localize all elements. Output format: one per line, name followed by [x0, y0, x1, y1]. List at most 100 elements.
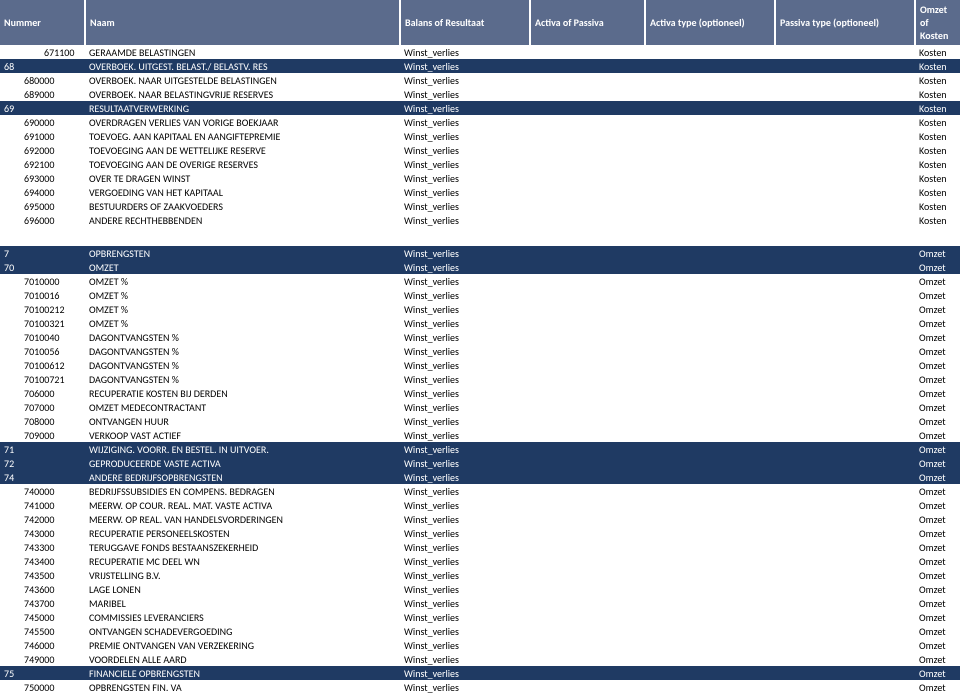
table-row: 690000OVERDRAGEN VERLIES VAN VORIGE BOEK…: [0, 115, 960, 129]
cell-num: 75: [0, 666, 85, 680]
cell-act: [530, 73, 645, 87]
table-row: 749000VOORDELEN ALLE AARDWinst_verliesOm…: [0, 652, 960, 666]
cell-atype: [645, 260, 775, 274]
header-atype: Activa type (optioneel): [645, 0, 775, 45]
cell-ptype: [775, 414, 915, 428]
cell-act: [530, 610, 645, 624]
cell-omz: Omzet: [915, 260, 960, 274]
cell-omz: Omzet: [915, 344, 960, 358]
cell-name: RECUPERATIE MC DEEL WN: [85, 554, 400, 568]
cell-act: [530, 372, 645, 386]
cell-omz: Kosten: [915, 185, 960, 199]
table-row: 680000OVERBOEK. NAAR UITGESTELDE BELASTI…: [0, 73, 960, 87]
cell-ptype: [775, 260, 915, 274]
table-row: 740000BEDRIJFSSUBSIDIES EN COMPENS. BEDR…: [0, 484, 960, 498]
table-row: 706000RECUPERATIE KOSTEN BIJ DERDENWinst…: [0, 386, 960, 400]
cell-omz: Omzet: [915, 484, 960, 498]
cell-name: ONTVANGEN HUUR: [85, 414, 400, 428]
cell-act: [530, 45, 645, 59]
cell-ptype: [775, 73, 915, 87]
cell-bal: Winst_verlies: [400, 568, 530, 582]
table-row: 7OPBRENGSTENWinst_verliesOmzet: [0, 246, 960, 260]
cell-atype: [645, 87, 775, 101]
cell-act: [530, 624, 645, 638]
cell-atype: [645, 171, 775, 185]
cell-num: 743600: [0, 582, 85, 596]
cell-act: [530, 400, 645, 414]
table-row: 689000OVERBOEK. NAAR BELASTINGVRIJE RESE…: [0, 87, 960, 101]
cell-ptype: [775, 456, 915, 470]
cell-omz: Omzet: [915, 428, 960, 442]
cell-ptype: [775, 372, 915, 386]
cell-act: [530, 456, 645, 470]
cell-omz: Omzet: [915, 470, 960, 484]
cell-num: 743300: [0, 540, 85, 554]
cell-num: 68: [0, 59, 85, 73]
cell-act: [530, 680, 645, 694]
table-row: 7010040DAGONTVANGSTEN %Winst_verliesOmze…: [0, 330, 960, 344]
cell-bal: Winst_verlies: [400, 143, 530, 157]
cell-num: 693000: [0, 171, 85, 185]
cell-act: [530, 302, 645, 316]
cell-atype: [645, 157, 775, 171]
cell-ptype: [775, 512, 915, 526]
cell-omz: Kosten: [915, 171, 960, 185]
cell-bal: Winst_verlies: [400, 596, 530, 610]
cell-ptype: [775, 484, 915, 498]
cell-atype: [645, 213, 775, 227]
cell-name: DAGONTVANGSTEN %: [85, 372, 400, 386]
cell-ptype: [775, 274, 915, 288]
cell-name: OVERBOEK. NAAR BELASTINGVRIJE RESERVES: [85, 87, 400, 101]
cell-omz: Kosten: [915, 199, 960, 213]
cell-bal: Winst_verlies: [400, 185, 530, 199]
cell-ptype: [775, 143, 915, 157]
cell-ptype: [775, 344, 915, 358]
table-row: 71WIJZIGING. VOORR. EN BESTEL. IN UITVOE…: [0, 442, 960, 456]
cell-atype: [645, 358, 775, 372]
cell-name: ONTVANGEN SCHADEVERGOEDING: [85, 624, 400, 638]
table-row: 742000MEERW. OP REAL. VAN HANDELSVORDERI…: [0, 512, 960, 526]
table-row: 671100GERAAMDE BELASTINGENWinst_verliesK…: [0, 45, 960, 59]
cell-atype: [645, 526, 775, 540]
cell-ptype: [775, 246, 915, 260]
cell-omz: Omzet: [915, 582, 960, 596]
cell-num: 680000: [0, 73, 85, 87]
cell-omz: Omzet: [915, 442, 960, 456]
cell-omz: Omzet: [915, 456, 960, 470]
cell-name: BESTUURDERS OF ZAAKVOEDERS: [85, 199, 400, 213]
cell-omz: Omzet: [915, 554, 960, 568]
cell-omz: Omzet: [915, 274, 960, 288]
cell-omz: Omzet: [915, 386, 960, 400]
cell-name: BEDRIJFSSUBSIDIES EN COMPENS. BEDRAGEN: [85, 484, 400, 498]
cell-bal: Winst_verlies: [400, 59, 530, 73]
cell-omz: Omzet: [915, 372, 960, 386]
cell-act: [530, 554, 645, 568]
cell-atype: [645, 554, 775, 568]
cell-act: [530, 87, 645, 101]
cell-bal: Winst_verlies: [400, 101, 530, 115]
cell-bal: Winst_verlies: [400, 624, 530, 638]
cell-num: 70100612: [0, 358, 85, 372]
cell-act: [530, 344, 645, 358]
cell-atype: [645, 652, 775, 666]
table-row: 743400RECUPERATIE MC DEEL WNWinst_verlie…: [0, 554, 960, 568]
cell-ptype: [775, 526, 915, 540]
cell-bal: Winst_verlies: [400, 213, 530, 227]
cell-num: 7010056: [0, 344, 85, 358]
cell-act: [530, 428, 645, 442]
cell-bal: Winst_verlies: [400, 680, 530, 694]
cell-act: [530, 568, 645, 582]
cell-bal: Winst_verlies: [400, 288, 530, 302]
cell-act: [530, 157, 645, 171]
cell-bal: Winst_verlies: [400, 414, 530, 428]
table-row: 745000COMMISSIES LEVERANCIERSWinst_verli…: [0, 610, 960, 624]
table-body: 671100GERAAMDE BELASTINGENWinst_verliesK…: [0, 45, 960, 694]
cell-ptype: [775, 129, 915, 143]
table-row: [0, 227, 960, 246]
table-row: 708000ONTVANGEN HUURWinst_verliesOmzet: [0, 414, 960, 428]
cell-act: [530, 386, 645, 400]
cell-bal: Winst_verlies: [400, 484, 530, 498]
cell-atype: [645, 568, 775, 582]
cell-act: [530, 638, 645, 652]
cell-atype: [645, 400, 775, 414]
